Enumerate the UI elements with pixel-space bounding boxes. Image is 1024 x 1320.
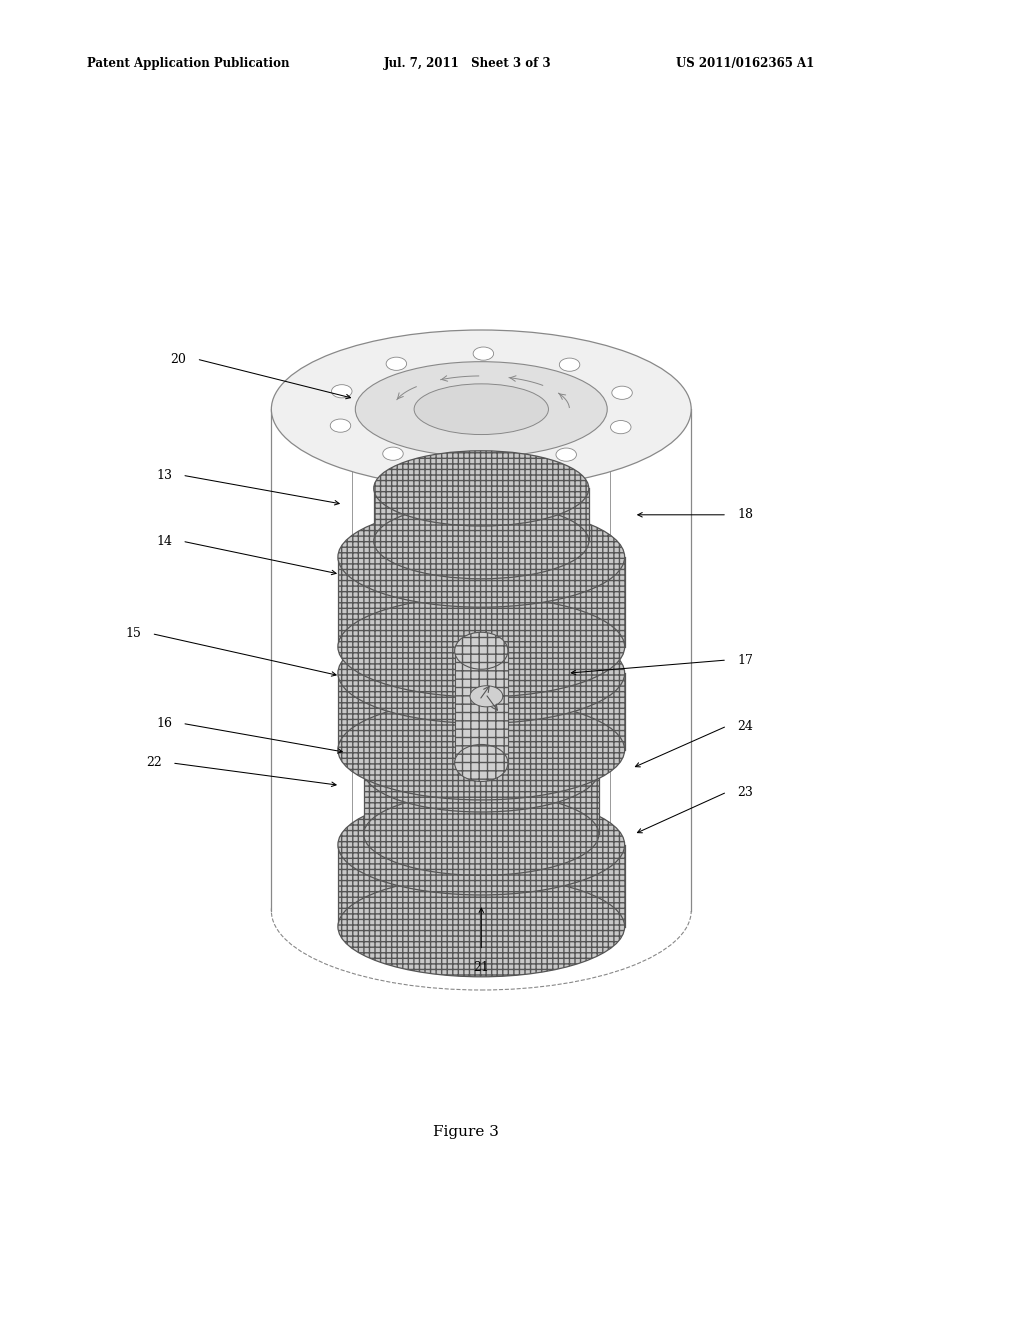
Ellipse shape bbox=[331, 418, 351, 432]
Text: 15: 15 bbox=[125, 627, 141, 640]
Ellipse shape bbox=[364, 730, 599, 812]
Text: 17: 17 bbox=[737, 653, 754, 667]
Text: Figure 3: Figure 3 bbox=[433, 1125, 499, 1139]
Ellipse shape bbox=[332, 384, 352, 397]
Ellipse shape bbox=[338, 623, 625, 723]
Bar bbox=[374, 488, 589, 541]
Ellipse shape bbox=[473, 347, 494, 360]
Bar bbox=[455, 651, 508, 763]
Text: 22: 22 bbox=[146, 756, 162, 770]
Text: Patent Application Publication: Patent Application Publication bbox=[87, 57, 290, 70]
Bar bbox=[338, 673, 625, 750]
Ellipse shape bbox=[355, 362, 607, 457]
Ellipse shape bbox=[469, 458, 489, 471]
Ellipse shape bbox=[338, 795, 625, 895]
Ellipse shape bbox=[338, 876, 625, 977]
Ellipse shape bbox=[455, 744, 508, 781]
Ellipse shape bbox=[364, 793, 599, 875]
Bar bbox=[364, 771, 599, 834]
Ellipse shape bbox=[556, 447, 577, 461]
Bar bbox=[338, 557, 625, 647]
Bar bbox=[338, 673, 625, 750]
Text: 14: 14 bbox=[156, 535, 172, 548]
Bar bbox=[271, 409, 691, 911]
Ellipse shape bbox=[455, 632, 508, 669]
Text: 18: 18 bbox=[737, 508, 754, 521]
Ellipse shape bbox=[470, 686, 503, 708]
Ellipse shape bbox=[386, 358, 407, 371]
Text: 24: 24 bbox=[737, 719, 754, 733]
Text: 16: 16 bbox=[156, 717, 172, 730]
Bar bbox=[338, 557, 625, 647]
Ellipse shape bbox=[611, 387, 632, 400]
Text: 13: 13 bbox=[156, 469, 172, 482]
Ellipse shape bbox=[338, 700, 625, 800]
Text: Jul. 7, 2011   Sheet 3 of 3: Jul. 7, 2011 Sheet 3 of 3 bbox=[384, 57, 552, 70]
Ellipse shape bbox=[271, 832, 691, 990]
Bar bbox=[338, 845, 625, 927]
Bar bbox=[374, 488, 589, 541]
Ellipse shape bbox=[610, 421, 631, 434]
Ellipse shape bbox=[383, 447, 403, 461]
Ellipse shape bbox=[374, 451, 589, 525]
Text: US 2011/0162365 A1: US 2011/0162365 A1 bbox=[676, 57, 814, 70]
Bar bbox=[364, 771, 599, 834]
Text: 23: 23 bbox=[737, 785, 754, 799]
Ellipse shape bbox=[559, 358, 580, 371]
Ellipse shape bbox=[374, 504, 589, 578]
Text: 21: 21 bbox=[473, 961, 489, 974]
Text: 20: 20 bbox=[170, 352, 186, 366]
Bar bbox=[455, 651, 508, 763]
Bar bbox=[338, 845, 625, 927]
Ellipse shape bbox=[414, 384, 549, 434]
Ellipse shape bbox=[271, 330, 691, 488]
Ellipse shape bbox=[338, 597, 625, 697]
Ellipse shape bbox=[338, 507, 625, 607]
